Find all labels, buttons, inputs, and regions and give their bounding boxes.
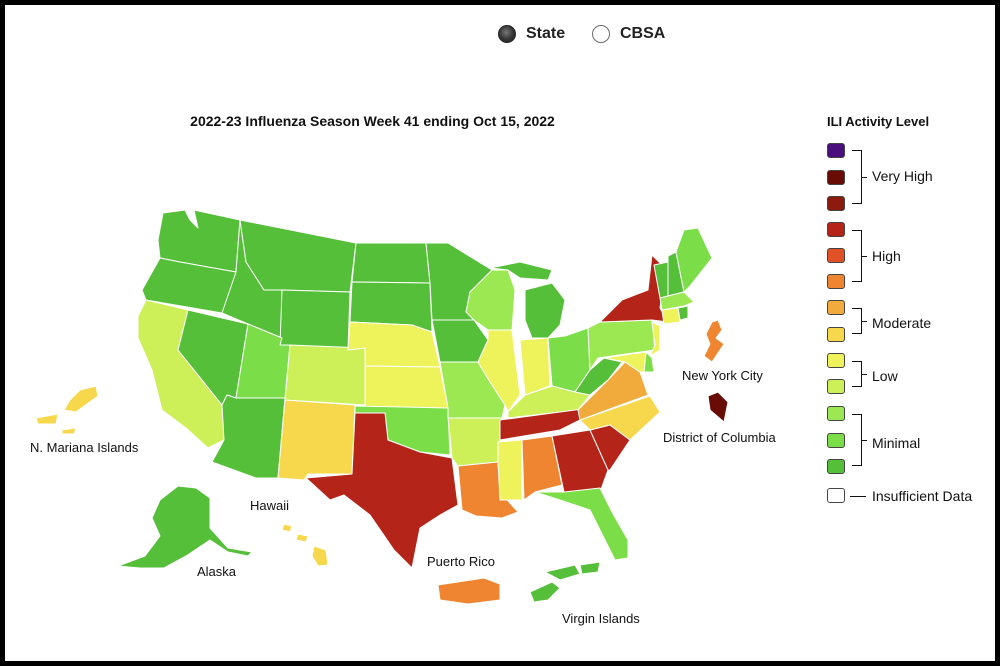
label-hawaii: Hawaii — [250, 498, 290, 513]
bracket-very-high — [852, 150, 867, 204]
region-CO[interactable] — [284, 344, 366, 406]
swatch-moderate-2 — [827, 327, 845, 342]
region-GA[interactable] — [551, 429, 609, 493]
swatch-high-3 — [827, 274, 845, 289]
region-WY[interactable] — [279, 289, 351, 351]
swatch-high-1 — [827, 222, 845, 237]
legend-insufficient-leader — [850, 496, 866, 497]
swatch-low-2 — [827, 379, 845, 394]
region-RI[interactable] — [677, 305, 689, 321]
swatch-very-high-3 — [827, 196, 845, 211]
region-MP-3[interactable] — [61, 427, 77, 435]
region-PR[interactable] — [437, 577, 501, 605]
cbsa-radio-label: CBSA — [620, 25, 666, 42]
legend-label-high: High — [872, 248, 901, 264]
region-AK[interactable] — [117, 485, 253, 569]
bracket-minimal — [852, 414, 867, 466]
map-title: 2022-23 Influenza Season Week 41 ending … — [190, 113, 555, 129]
region-NJ[interactable] — [649, 321, 661, 357]
region-AR[interactable] — [447, 417, 503, 467]
region-MA[interactable] — [659, 291, 695, 311]
region-IL[interactable] — [477, 329, 521, 413]
swatch-high-2 — [827, 248, 845, 263]
region-TX[interactable] — [305, 412, 459, 569]
region-NC[interactable] — [579, 395, 661, 441]
region-CT[interactable] — [661, 307, 681, 325]
region-IA[interactable] — [431, 319, 489, 363]
region-MD[interactable] — [603, 351, 647, 373]
cbsa-radio-dot[interactable] — [592, 25, 610, 43]
region-DC[interactable] — [707, 391, 729, 423]
label-new-york-city: New York City — [682, 368, 763, 383]
swatch-minimal-1 — [827, 406, 845, 421]
swatch-minimal-3 — [827, 459, 845, 474]
region-AL[interactable] — [521, 435, 563, 501]
state-radio[interactable]: State — [498, 22, 565, 46]
legend-label-very-high: Very High — [872, 168, 933, 184]
swatch-insufficient — [827, 488, 845, 503]
bracket-moderate — [852, 308, 867, 334]
region-MS[interactable] — [497, 439, 523, 501]
region-VI-2[interactable] — [544, 564, 581, 581]
swatch-very-high-1 — [827, 143, 845, 158]
region-MI-UP[interactable] — [489, 261, 553, 281]
region-MP-2[interactable] — [35, 413, 59, 425]
state-radio-dot[interactable] — [498, 25, 516, 43]
region-ND[interactable] — [351, 242, 431, 284]
region-FL[interactable] — [534, 487, 629, 561]
label-puerto-rico: Puerto Rico — [427, 554, 495, 569]
region-VI-3[interactable] — [579, 561, 601, 575]
swatch-very-high-2 — [827, 170, 845, 185]
label-virgin-islands: Virgin Islands — [562, 611, 640, 626]
region-VI-1[interactable] — [529, 581, 561, 603]
state-radio-label: State — [526, 25, 566, 42]
region-HI-1[interactable] — [311, 545, 329, 567]
swatch-moderate-1 — [827, 300, 845, 315]
legend-label-low: Low — [872, 368, 898, 384]
bracket-high — [852, 230, 867, 282]
swatch-low-1 — [827, 353, 845, 368]
legend-label-insufficient: Insufficient Data — [872, 488, 973, 504]
region-IN[interactable] — [519, 337, 551, 396]
region-TN[interactable] — [499, 407, 591, 441]
legend-title: ILI Activity Level — [827, 114, 930, 129]
region-NYC[interactable] — [703, 319, 725, 363]
region-KS[interactable] — [364, 365, 449, 409]
region-HI-3[interactable] — [281, 523, 293, 533]
cbsa-radio[interactable]: CBSA — [592, 22, 665, 46]
region-MI[interactable] — [524, 282, 566, 339]
region-HI-2[interactable] — [295, 533, 309, 543]
bracket-low — [852, 361, 867, 387]
legend-label-moderate: Moderate — [872, 315, 932, 331]
swatch-minimal-2 — [827, 433, 845, 448]
label-alaska: Alaska — [197, 564, 237, 579]
label-n-mariana: N. Mariana Islands — [30, 440, 139, 455]
region-MP-1[interactable] — [63, 385, 99, 413]
region-NM[interactable] — [277, 399, 356, 481]
label-district-of-columbia: District of Columbia — [663, 430, 776, 445]
legend-label-minimal: Minimal — [872, 435, 921, 451]
